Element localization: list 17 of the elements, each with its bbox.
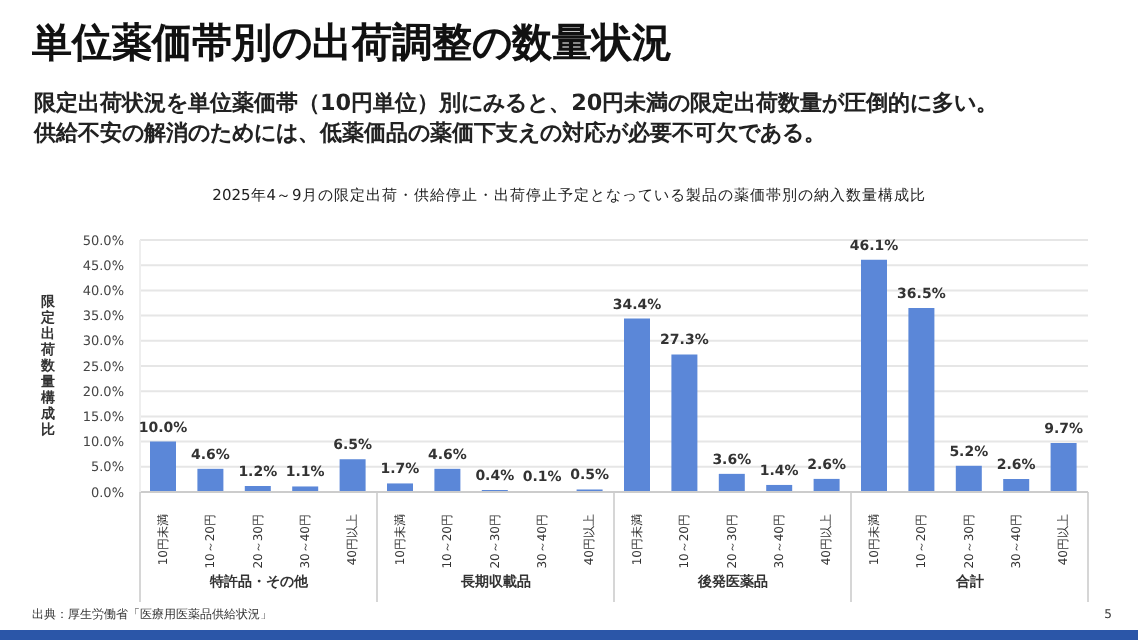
bar <box>671 354 698 492</box>
chart-title: 単位薬価帯別の出荷調整の数量状況 <box>32 16 672 70</box>
bar <box>813 478 840 492</box>
bar <box>908 308 935 492</box>
bar <box>150 441 176 492</box>
bar <box>434 468 461 492</box>
bar <box>624 318 650 492</box>
bar <box>197 468 224 492</box>
bar <box>292 486 319 492</box>
bar <box>1003 478 1030 492</box>
bar <box>339 459 366 492</box>
bar <box>861 259 887 492</box>
bar <box>387 483 413 492</box>
bar <box>718 473 745 492</box>
chart-subtitle: 限定出荷状況を単位薬価帯（10円単位）別にみると、20円未満の限定出荷数量が圧倒的に多い。供給不安の解消のためには、低薬価品の薬価下支えの対応が必要不可欠である。 <box>34 88 1001 148</box>
bar <box>1050 443 1077 492</box>
bar <box>955 465 982 492</box>
